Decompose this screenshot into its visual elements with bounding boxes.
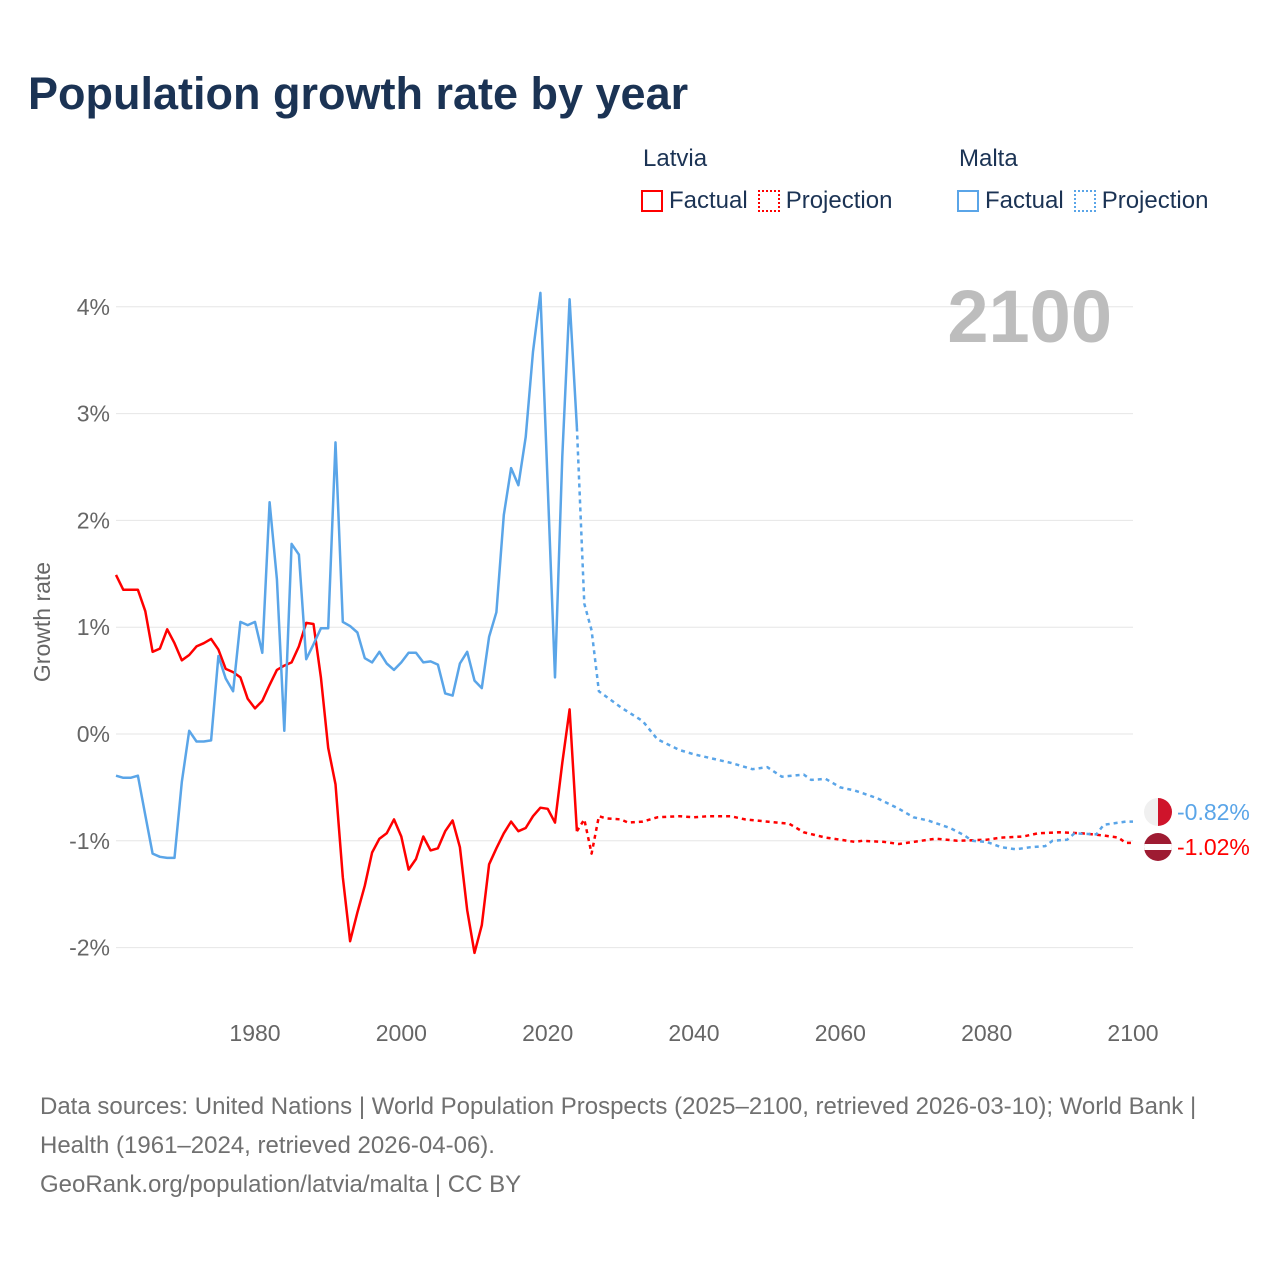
- legend-group-malta: Malta Factual Projection: [957, 145, 1209, 215]
- y-tick-label: 1%: [77, 614, 110, 640]
- latvia-projection-line: [575, 814, 1133, 855]
- dotted-swatch-icon: [757, 190, 780, 212]
- x-tick-label: 2020: [522, 1020, 573, 1046]
- dotted-swatch-icon: [1073, 190, 1096, 212]
- x-tick-label: 2000: [376, 1020, 427, 1046]
- legend-latvia-projection[interactable]: Projection: [757, 187, 893, 215]
- solid-swatch-icon: [957, 190, 979, 212]
- y-tick-label: -2%: [69, 935, 110, 961]
- legend-latvia-factual[interactable]: Factual: [641, 187, 748, 215]
- y-axis-label: Growth rate: [29, 562, 55, 682]
- malta-end-label: -0.82%: [1177, 799, 1250, 825]
- x-tick-label: 2040: [668, 1020, 719, 1046]
- malta-factual-line: [115, 291, 579, 860]
- malta-projection-line: [575, 427, 1133, 851]
- latvia-factual-line: [114, 574, 579, 955]
- y-tick-label: 4%: [77, 294, 110, 320]
- x-tick-label: 2100: [1107, 1020, 1158, 1046]
- legend-label: Factual: [669, 187, 748, 214]
- y-tick-label: 2%: [77, 507, 110, 533]
- legend-malta-factual[interactable]: Factual: [957, 187, 1064, 215]
- y-tick-label: -1%: [69, 828, 110, 854]
- x-tick-label: 2080: [961, 1020, 1012, 1046]
- x-tick-label: 1980: [229, 1020, 280, 1046]
- latvia-end-label: -1.02%: [1177, 834, 1250, 860]
- y-tick-label: 0%: [77, 721, 110, 747]
- malta-flag-icon: [1144, 798, 1172, 826]
- chart-title: Population growth rate by year: [28, 68, 689, 119]
- solid-swatch-icon: [641, 190, 663, 212]
- credit-link[interactable]: GeoRank.org/population/latvia/malta | CC…: [40, 1171, 522, 1198]
- legend-heading: Latvia: [643, 145, 708, 172]
- latvia-flag-icon: [1144, 833, 1172, 861]
- legend-group-latvia: Latvia Factual Projection: [641, 145, 893, 215]
- legend-heading: Malta: [959, 145, 1018, 172]
- y-tick-label: 3%: [77, 401, 110, 427]
- x-tick-label: 2060: [815, 1020, 866, 1046]
- legend-malta-projection[interactable]: Projection: [1073, 187, 1209, 215]
- legend-label: Factual: [985, 187, 1064, 214]
- legend-label: Projection: [785, 187, 893, 214]
- year-label: 2100: [947, 275, 1112, 358]
- legend-label: Projection: [1101, 187, 1209, 214]
- footer: Data sources: United Nations | World Pop…: [40, 1087, 1240, 1204]
- data-sources: Data sources: United Nations | World Pop…: [40, 1093, 1197, 1159]
